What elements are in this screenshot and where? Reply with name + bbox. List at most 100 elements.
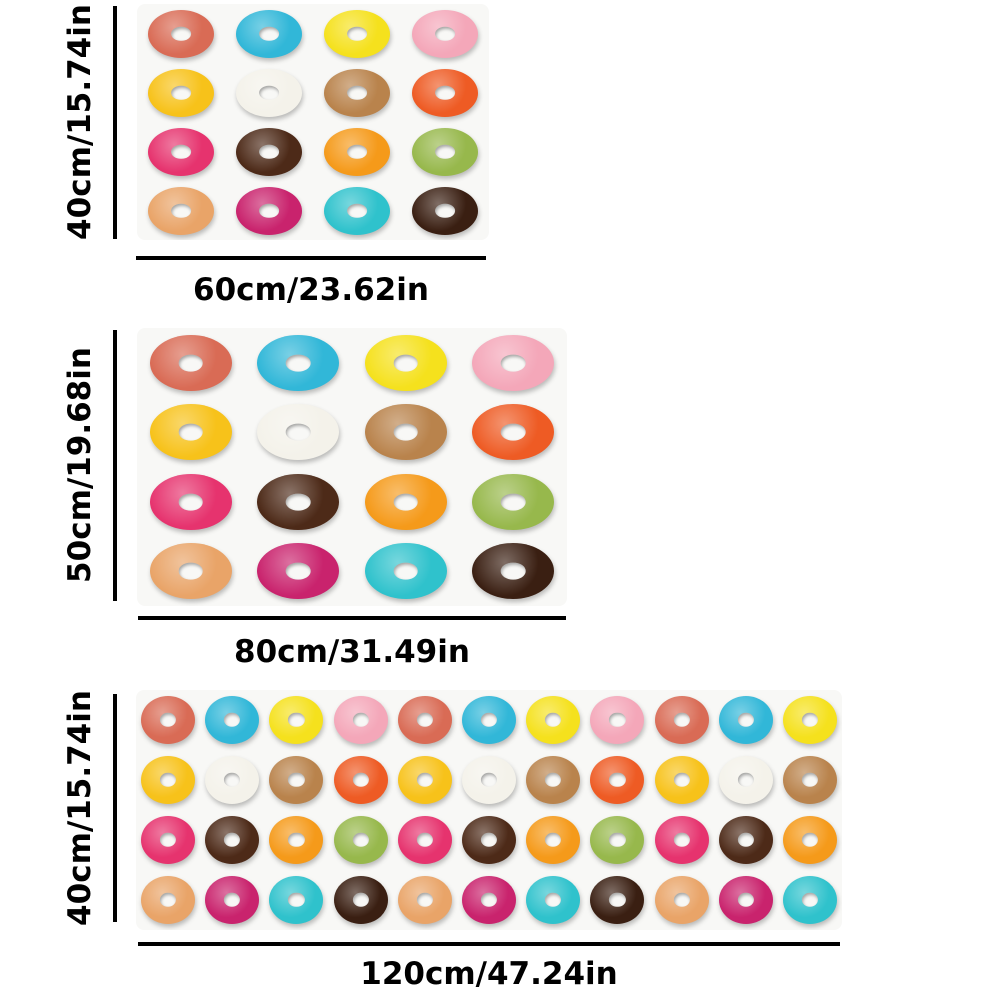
- height-label: 40cm/15.74in: [62, 690, 98, 926]
- donut-hole: [393, 354, 419, 372]
- donut: [205, 816, 260, 864]
- donut-hole: [178, 562, 204, 580]
- donut: [718, 816, 773, 864]
- width-label: 80cm/31.49in: [234, 634, 470, 670]
- donut-hole: [500, 562, 526, 580]
- donut-hole: [435, 144, 455, 159]
- donut-hole: [545, 892, 562, 908]
- width-label: 60cm/23.62in: [193, 272, 429, 308]
- donut: [141, 876, 196, 924]
- donut-hole: [352, 712, 369, 728]
- donut-hole: [480, 772, 498, 788]
- donut-hole: [673, 772, 690, 788]
- donut: [324, 9, 390, 58]
- donut: [236, 127, 302, 176]
- donut-hole: [609, 772, 626, 788]
- donut: [412, 127, 478, 176]
- width-dimension-line: [136, 256, 486, 260]
- donut-hole: [285, 562, 311, 580]
- donut: [718, 756, 773, 804]
- donut: [654, 876, 709, 924]
- donut-hole: [673, 892, 690, 908]
- donut-hole: [224, 772, 241, 788]
- donut-hole: [609, 712, 626, 728]
- donut: [397, 876, 452, 924]
- height-dimension-line: [113, 694, 117, 922]
- donut-hole: [285, 493, 311, 511]
- donut: [148, 9, 214, 58]
- donut: [412, 68, 478, 117]
- donut: [148, 127, 214, 176]
- donut: [397, 816, 452, 864]
- donut: [205, 876, 260, 924]
- donut: [149, 473, 232, 530]
- donut-hole: [171, 144, 191, 159]
- donut-hole: [545, 712, 562, 728]
- donut: [149, 543, 232, 600]
- donut: [141, 816, 196, 864]
- donut: [526, 876, 581, 924]
- donut-hole: [673, 832, 690, 848]
- donut: [141, 756, 196, 804]
- donut-hole: [259, 144, 279, 159]
- donut-hole: [609, 892, 626, 908]
- donut: [472, 404, 555, 461]
- height-dimension-line: [113, 330, 117, 601]
- donut: [654, 756, 709, 804]
- donut-hole: [171, 203, 191, 218]
- donut-hole: [352, 832, 369, 848]
- mat-medium-image: [137, 328, 567, 606]
- donut: [412, 186, 478, 235]
- height-dimension-line: [113, 6, 117, 239]
- donut-hole: [801, 712, 818, 728]
- donut-hole: [288, 892, 305, 908]
- donut: [205, 756, 260, 804]
- donut: [590, 696, 645, 744]
- donut: [462, 876, 516, 924]
- donut-hole: [347, 26, 367, 41]
- donut: [364, 334, 447, 391]
- donut: [526, 816, 581, 864]
- donut-hole: [737, 832, 754, 848]
- donut-hole: [259, 203, 279, 218]
- donut-hole: [435, 85, 455, 100]
- donut: [324, 127, 390, 176]
- donut: [364, 473, 447, 530]
- donut-hole: [393, 562, 419, 580]
- height-label: 50cm/19.68in: [62, 347, 98, 583]
- donut-hole: [801, 892, 818, 908]
- donut: [397, 696, 452, 744]
- donut: [590, 816, 645, 864]
- donut-hole: [288, 832, 305, 848]
- donut-hole: [673, 712, 690, 728]
- donut-hole: [609, 832, 626, 848]
- donut-hole: [159, 892, 177, 908]
- donut-hole: [435, 26, 455, 41]
- donut: [782, 756, 837, 804]
- mat-large-image: [136, 690, 842, 930]
- donut-hole: [159, 832, 177, 848]
- donut: [654, 816, 709, 864]
- donut-hole: [737, 892, 754, 908]
- donut: [397, 756, 452, 804]
- donut-hole: [737, 712, 754, 728]
- donut-hole: [347, 85, 367, 100]
- donut: [324, 68, 390, 117]
- donut: [782, 696, 837, 744]
- donut: [782, 876, 837, 924]
- donut: [333, 696, 388, 744]
- donut-hole: [416, 772, 433, 788]
- width-label: 120cm/47.24in: [360, 956, 618, 992]
- donut-hole: [393, 423, 419, 441]
- donut: [149, 404, 232, 461]
- donut-hole: [171, 26, 191, 41]
- donut-hole: [500, 354, 526, 372]
- donut: [364, 543, 447, 600]
- donut-hole: [393, 493, 419, 511]
- donut-hole: [259, 85, 279, 100]
- donut-hole: [435, 203, 455, 218]
- donut-hole: [801, 832, 818, 848]
- donut: [472, 543, 555, 600]
- donut: [526, 696, 581, 744]
- donut: [782, 816, 837, 864]
